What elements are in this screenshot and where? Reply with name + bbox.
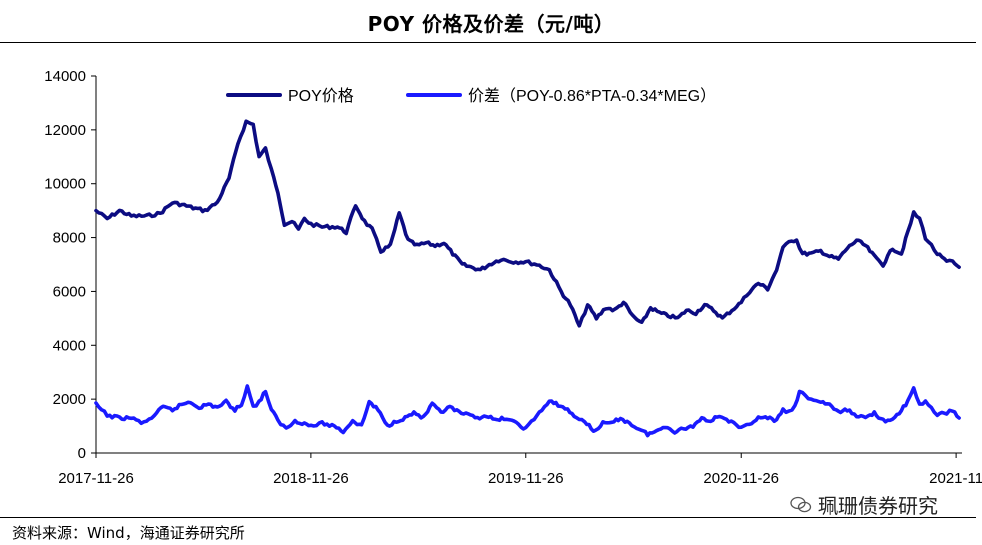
y-tick-label: 2000 [53, 391, 86, 408]
watermark-text: 珮珊债券研究 [818, 494, 938, 518]
x-tick-label: 2017-11-26 [58, 470, 134, 487]
chart-title: POY 价格及价差（元/吨） [367, 12, 615, 36]
x-tick-label: 2019-11-26 [488, 470, 564, 487]
bottom-rule [0, 517, 976, 518]
top-rule [0, 42, 976, 43]
x-tick-label: 2020-11-26 [703, 470, 779, 487]
wechat-icon [790, 496, 812, 512]
x-tick-label: 2021-11 [929, 470, 982, 487]
legend-label-2: 价差（POY-0.86*PTA-0.34*MEG） [468, 87, 716, 105]
watermark: 珮珊债券研究 [790, 490, 938, 519]
y-tick-label: 14000 [44, 68, 86, 85]
line-chart: 0 2000 4000 6000 8000 10000 12000 14000 2017-11-… [44, 68, 982, 487]
source-note: 资料来源：Wind，海通证券研究所 [12, 524, 245, 542]
y-tick-label: 10000 [44, 176, 86, 193]
y-tick-label: 0 [78, 445, 86, 462]
x-tick-label: 2018-11-26 [273, 470, 349, 487]
y-tick-label: 6000 [53, 283, 86, 300]
legend-label-1: POY价格 [288, 87, 354, 105]
y-tick-label: 4000 [53, 337, 86, 354]
series-line-1 [94, 119, 961, 328]
y-tick-label: 12000 [44, 122, 86, 139]
series-line-2 [94, 384, 961, 438]
y-tick-label: 8000 [53, 230, 86, 247]
